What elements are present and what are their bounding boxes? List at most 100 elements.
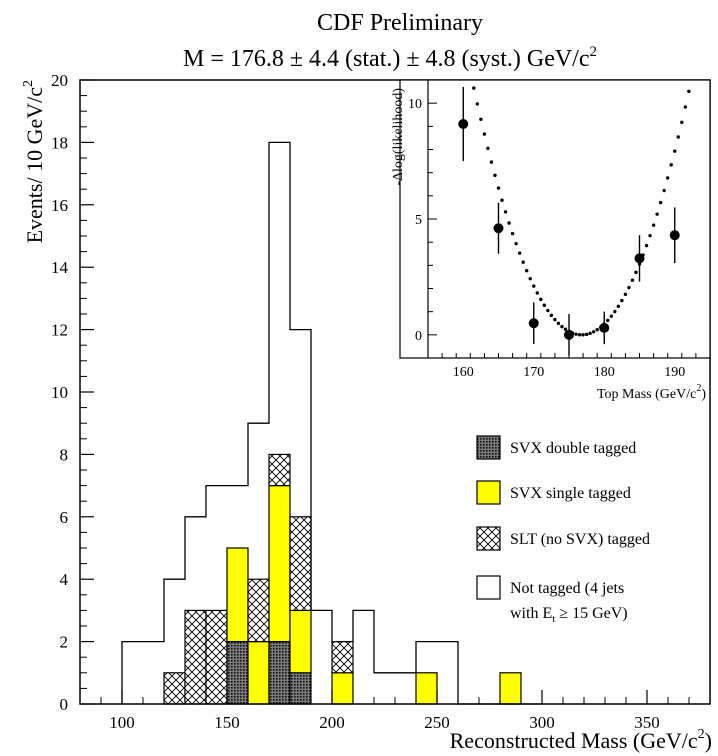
inset-x-axis-title-text: Top Mass (GeV/c	[597, 387, 696, 402]
legend-label-3-line2: with Et ≥ 15 GeV)	[510, 605, 628, 625]
fit-curve-dot	[472, 86, 476, 90]
bar-series2-bin170	[268, 453, 291, 487]
fit-curve-dot	[542, 303, 547, 307]
x-tick-label: 150	[214, 713, 240, 732]
inset-point-1	[493, 223, 504, 234]
fit-curve-dot	[514, 241, 518, 246]
y-tick-label: 2	[60, 633, 69, 652]
bar-series0-bin170	[268, 640, 291, 705]
inset-point-0	[458, 119, 469, 130]
fit-curve-dot	[581, 333, 585, 337]
fit-curve-dot	[546, 308, 550, 313]
fit-curve-dot	[606, 318, 610, 323]
inset-likelihood-plot: 160 170 180 190 0 5 10 Top Mass (GeV/c2) -Δlog…	[391, 79, 711, 402]
bar-series2-bin180	[289, 516, 312, 611]
fit-curve-dot	[609, 314, 613, 318]
inset-content: 160 170 180 190 0 5 10	[408, 79, 711, 380]
fit-curve-dot	[630, 278, 635, 282]
chart-title: CDF Preliminary	[317, 10, 483, 36]
legend-swatch-2	[476, 526, 501, 551]
fit-curve-dot	[503, 210, 508, 214]
fit-curve-dot	[560, 324, 564, 329]
bar-series0-bin180	[289, 672, 312, 705]
legend-label-1: SVX single tagged	[510, 485, 631, 502]
inset-y-tick-label: 10	[408, 97, 422, 112]
x-axis-title-sup: 2	[698, 727, 705, 742]
inset-x-tick-label: 180	[594, 365, 615, 380]
y-tick-label: 14	[51, 258, 69, 277]
y-tick-label: 20	[51, 71, 68, 90]
x-tick-label: 200	[319, 713, 345, 732]
fit-curve-dot	[666, 176, 670, 180]
y-axis-title-sup: 2	[21, 80, 36, 87]
y-tick-label: 0	[60, 695, 69, 714]
inset-point-3	[564, 329, 574, 340]
x-tick-label: 350	[634, 713, 660, 732]
fit-curve-dot	[528, 276, 532, 281]
fit-curve-dot	[489, 160, 494, 164]
legend-label-0: SVX double tagged	[510, 440, 636, 457]
fit-curve-dot	[584, 332, 589, 337]
inset-point-2	[528, 318, 539, 329]
inset-y-tick-label: 0	[415, 329, 422, 344]
histogram-bars	[163, 453, 522, 705]
x-tick-label: 100	[109, 713, 135, 732]
legend-label-3: Not tagged (4 jets	[510, 580, 624, 597]
legend: SVX double tagged SVX single tagged SLT (n…	[476, 435, 650, 625]
bar-series1-bin160	[247, 640, 270, 705]
fit-curve-dot	[676, 135, 680, 139]
inset-point-4	[599, 322, 610, 333]
bar-series1-bin280	[499, 672, 522, 705]
y-tick-label: 12	[51, 321, 68, 340]
inset-x-axis-title: Top Mass (GeV/c2)	[597, 383, 706, 402]
bar-series0-bin150	[226, 640, 249, 705]
bar-series1-bin180	[289, 609, 312, 674]
inset-frame	[399, 79, 711, 359]
fit-curve-dot	[623, 292, 628, 297]
fit-curve-dot	[496, 186, 501, 190]
x-tick-label: 250	[424, 713, 450, 732]
y-tick-label: 4	[60, 570, 69, 589]
fit-curve-dot	[517, 251, 522, 255]
fit-curve-dot	[486, 146, 490, 151]
chart-subtitle-text: M = 176.8 ± 4.4 (stat.) ± 4.8 (syst.) Ge…	[183, 46, 590, 72]
fit-curve-dot	[577, 333, 582, 337]
fit-curve-dot	[507, 221, 511, 225]
legend-swatch-1	[476, 480, 501, 505]
fit-curve-dot	[493, 173, 497, 178]
fit-curve-dot	[658, 200, 663, 205]
chart-subtitle: M = 176.8 ± 4.4 (stat.) ± 4.8 (syst.) Ge…	[183, 44, 597, 72]
fit-curve-dot	[591, 330, 596, 334]
y-tick-label: 6	[60, 508, 69, 527]
fit-curve-dot	[539, 297, 543, 302]
inset-point-5	[634, 253, 645, 264]
bar-series1-bin240	[415, 672, 438, 705]
bar-series1-bin170	[268, 485, 291, 643]
fit-curve-dot	[574, 332, 578, 336]
y-tick-label: 18	[51, 133, 68, 152]
fit-curve-dot	[549, 313, 554, 318]
inset-y-tick-label: 5	[415, 213, 422, 228]
bar-series2-bin200	[331, 640, 354, 674]
y-axis-title-text: Events/ 10 GeV/c	[22, 87, 47, 244]
fit-curve-dot	[627, 285, 631, 290]
fit-curve-dot	[525, 269, 529, 273]
inset-x-axis-title-sup: 2	[696, 383, 701, 394]
fit-curve-dot	[482, 132, 487, 136]
fit-curve-dot	[563, 327, 568, 331]
fit-curve-dot	[648, 233, 652, 238]
fit-curve-dot	[532, 284, 536, 288]
fit-curve-dot	[595, 328, 599, 332]
bar-series2-bin120	[163, 672, 186, 705]
inset-y-axis-title: -Δlog(likelihood)	[391, 88, 406, 186]
bar-series1-bin200	[331, 672, 354, 705]
x-axis-title-text: Reconstructed Mass (GeV/c	[450, 728, 698, 753]
fit-curve-dot	[651, 223, 656, 227]
x-tick-label: 300	[529, 713, 555, 732]
fit-curve-dot	[644, 243, 649, 248]
fit-curve-dot	[588, 331, 592, 336]
inset-x-tick-label: 160	[453, 365, 474, 380]
inset-x-tick-label: 190	[664, 365, 685, 380]
